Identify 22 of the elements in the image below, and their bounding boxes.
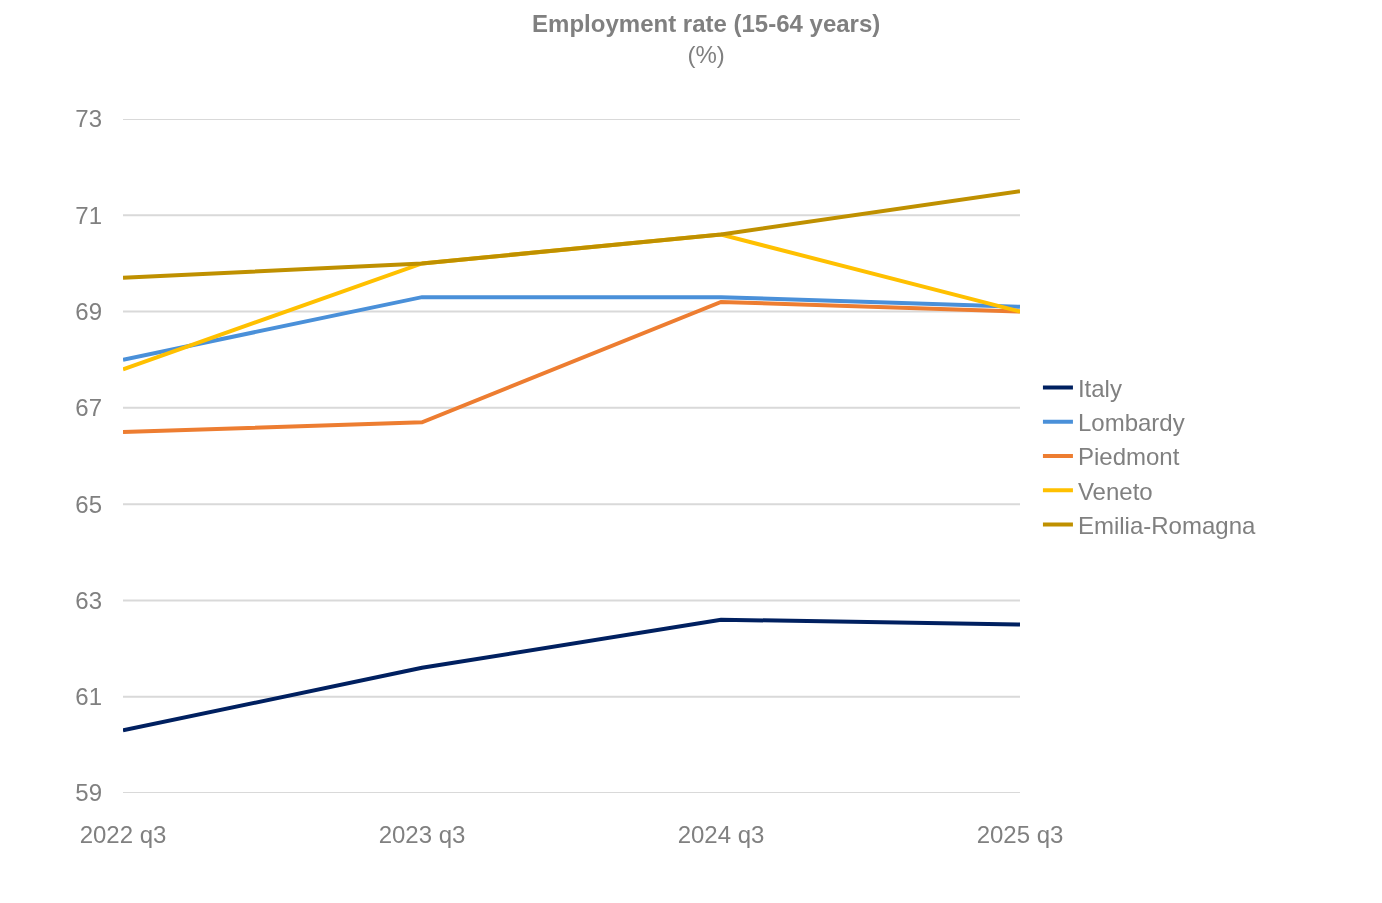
y-tick-label: 63	[75, 586, 102, 614]
line-series	[123, 189, 1020, 280]
chart-subtitle: (%)	[687, 40, 725, 68]
chart-title: Employment rate (15-64 years)	[532, 9, 881, 37]
x-tick-label: 2023 q3	[378, 821, 466, 848]
legend-label: Piedmont	[1077, 443, 1180, 471]
legend-label: Veneto	[1077, 477, 1153, 505]
y-tick-label: 59	[75, 779, 102, 807]
y-tick-label: 71	[75, 201, 102, 229]
y-tick-label: 65	[75, 490, 102, 518]
legend-label: Lombardy	[1077, 409, 1185, 437]
y-tick-label: 61	[75, 683, 102, 711]
x-tick-label: 2022 q3	[79, 821, 167, 848]
x-tick-label: 2024 q3	[677, 821, 765, 848]
y-tick-label: 73	[75, 105, 102, 133]
legend-label: Italy	[1077, 374, 1122, 402]
y-tick-label: 69	[75, 297, 102, 325]
x-tick-label: 2025 q3	[976, 821, 1064, 848]
legend-label: Emilia-Romagna	[1077, 511, 1256, 539]
line-series	[123, 299, 1020, 434]
line-series	[123, 617, 1020, 733]
y-tick-label: 67	[75, 394, 102, 422]
